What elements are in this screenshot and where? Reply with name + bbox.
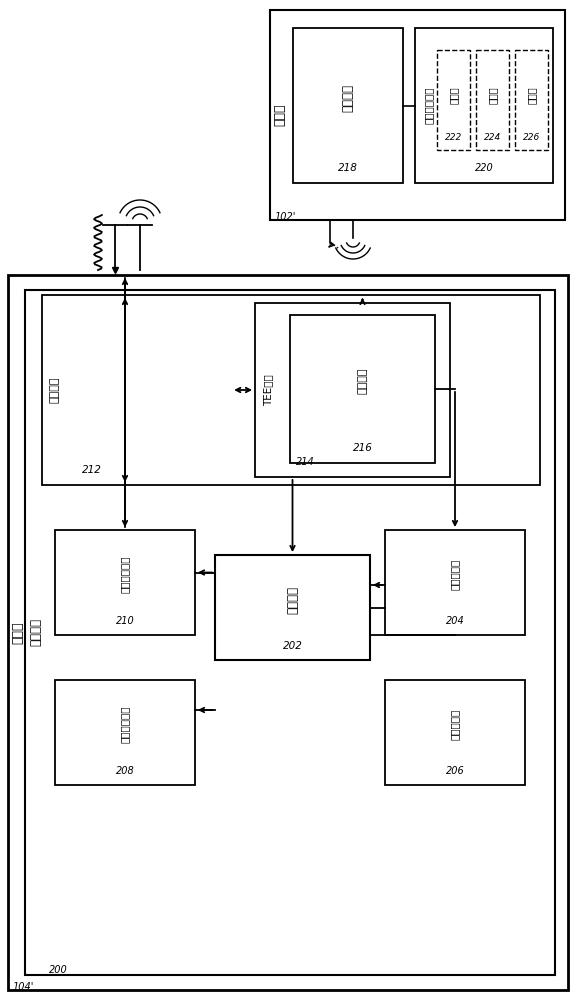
Text: 处理器: 处理器 xyxy=(449,86,458,104)
Text: 存储器: 存储器 xyxy=(526,86,536,104)
Text: 通信接口模块: 通信接口模块 xyxy=(120,556,130,593)
Bar xyxy=(42,295,540,485)
Text: 218: 218 xyxy=(338,163,358,173)
Bar xyxy=(415,28,553,183)
Bar xyxy=(215,555,370,660)
Text: 104': 104' xyxy=(13,982,35,992)
Text: 存储器模块: 存储器模块 xyxy=(450,559,460,590)
Text: 202: 202 xyxy=(283,641,302,651)
Text: 216: 216 xyxy=(353,443,373,453)
Text: 206: 206 xyxy=(446,766,464,776)
Text: 系统模块: 系统模块 xyxy=(29,618,43,647)
Text: 220: 220 xyxy=(475,163,494,173)
Text: 合并操作模块: 合并操作模块 xyxy=(424,87,434,124)
Text: 200: 200 xyxy=(49,965,68,975)
Text: 212: 212 xyxy=(82,465,102,475)
Bar xyxy=(385,680,525,785)
Text: 处理模块: 处理模块 xyxy=(286,585,299,613)
Bar xyxy=(385,530,525,635)
Text: 初始化: 初始化 xyxy=(487,86,498,104)
Text: 通信模块: 通信模块 xyxy=(50,377,60,403)
Text: 214: 214 xyxy=(295,457,314,467)
Bar xyxy=(255,303,450,477)
Text: 验证器: 验证器 xyxy=(12,621,25,644)
Text: 224: 224 xyxy=(484,133,501,142)
Text: 通信模块: 通信模块 xyxy=(342,84,354,111)
Bar xyxy=(290,315,435,463)
Bar xyxy=(55,680,195,785)
Bar xyxy=(515,50,548,150)
Bar xyxy=(476,50,509,150)
Text: 208: 208 xyxy=(116,766,134,776)
Bar xyxy=(55,530,195,635)
Text: 102': 102' xyxy=(275,212,297,222)
Bar xyxy=(8,275,568,990)
Text: 证明器模块: 证明器模块 xyxy=(450,709,460,740)
Text: 证明模块: 证明模块 xyxy=(358,368,367,394)
Text: TEE模块: TEE模块 xyxy=(263,374,273,406)
Text: 204: 204 xyxy=(446,616,464,626)
Text: 210: 210 xyxy=(116,616,134,626)
Bar xyxy=(293,28,403,183)
Text: 226: 226 xyxy=(523,133,540,142)
Bar xyxy=(437,50,470,150)
Text: 证明器: 证明器 xyxy=(274,104,286,126)
Bar xyxy=(270,10,565,220)
Bar xyxy=(25,290,555,975)
Text: 用户接口模块: 用户接口模块 xyxy=(120,706,130,743)
Text: 222: 222 xyxy=(445,133,462,142)
